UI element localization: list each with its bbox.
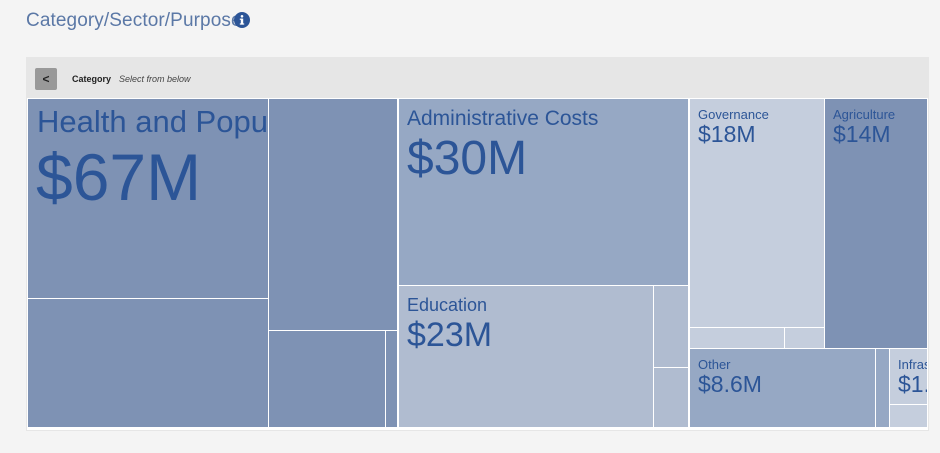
page-title: Category/Sector/Purpose: [26, 10, 242, 31]
category-value: $67M: [36, 140, 202, 214]
treemap-subcell[interactable]: [689, 327, 785, 349]
treemap-subcell[interactable]: [268, 330, 386, 428]
back-button[interactable]: <: [35, 68, 57, 90]
category-label: Administrative Costs: [407, 107, 599, 130]
category-value: $8.6M: [698, 371, 762, 397]
treemap-cell-education[interactable]: Education $23M: [398, 285, 654, 428]
category-value: $23M: [407, 316, 493, 354]
category-label: Governance: [698, 107, 769, 122]
treemap-toolbar: < Category Select from below: [27, 58, 928, 98]
treemap-subcell[interactable]: [27, 298, 269, 428]
category-value: $18M: [698, 121, 756, 147]
treemap-cell-other[interactable]: Other $8.6M: [689, 348, 876, 428]
breadcrumb-hint: Select from below: [119, 74, 191, 84]
treemap-subcell[interactable]: [653, 285, 689, 368]
treemap-cell-governance[interactable]: Governance $18M: [689, 98, 825, 328]
category-label: Other: [698, 357, 731, 372]
treemap-subcell[interactable]: [653, 367, 689, 428]
category-label: Agriculture: [833, 107, 896, 122]
treemap-cell-agriculture[interactable]: Agriculture $14M: [824, 98, 928, 349]
treemap-subcell[interactable]: [268, 98, 398, 331]
category-label: Infras: [898, 357, 928, 372]
category-label: Education: [407, 295, 488, 315]
treemap-cell-health-and-population[interactable]: Health and Population $67M: [27, 98, 269, 299]
category-value: $30M: [407, 132, 528, 185]
info-icon[interactable]: [234, 12, 250, 28]
treemap-subcell[interactable]: [784, 327, 825, 349]
breadcrumb-category: Category: [72, 74, 112, 84]
treemap-cell-infrastructure[interactable]: Infras $1.: [889, 348, 928, 405]
category-value: $1.: [898, 371, 928, 397]
treemap: Health and Population $67M Administrativ…: [27, 98, 928, 428]
treemap-subcell[interactable]: [875, 348, 890, 428]
category-label: Health and Population: [37, 104, 269, 139]
category-value: $14M: [833, 121, 891, 147]
treemap-subcell[interactable]: [889, 404, 928, 428]
treemap-cell-administrative-costs[interactable]: Administrative Costs $30M: [398, 98, 689, 286]
treemap-subcell[interactable]: [385, 330, 398, 428]
